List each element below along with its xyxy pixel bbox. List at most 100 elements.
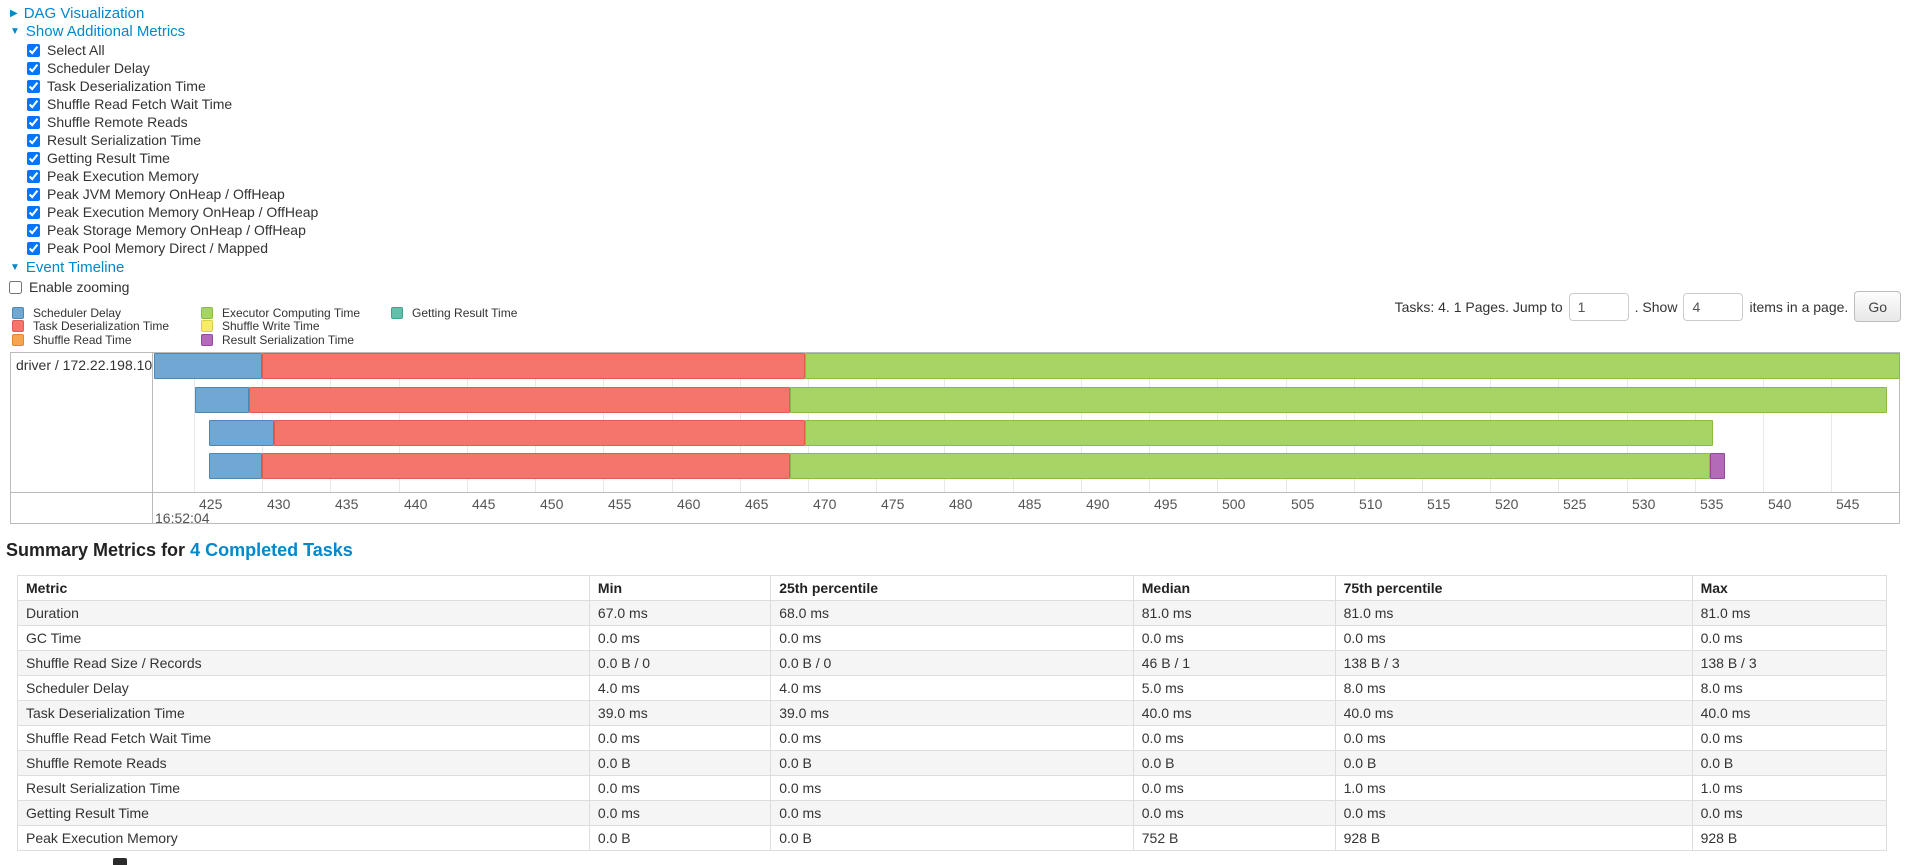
metric-value-cell: 0.0 ms <box>588 800 772 826</box>
gridline <box>194 353 195 492</box>
metric-value-cell: 0.0 ms <box>770 775 1134 801</box>
task-2-segment-task_deserialization[interactable] <box>274 420 806 446</box>
enable-zooming-label: Enable zooming <box>29 279 130 295</box>
go-button[interactable]: Go <box>1854 291 1901 322</box>
task-3-segment-task_deserialization[interactable] <box>262 453 791 479</box>
metric-checkbox-label: Scheduler Delay <box>47 60 150 76</box>
items-per-page-input[interactable] <box>1683 292 1744 321</box>
task-3-segment-result_serialization[interactable] <box>1709 453 1725 479</box>
metric-checkbox-9[interactable] <box>27 205 40 219</box>
table-row: Scheduler Delay 4.0 ms 4.0 ms 5.0 ms 8.0 ms 8… <box>17 675 1888 701</box>
axis-tick-label: 500 <box>1222 496 1246 512</box>
timeline-axis: 16:52:04 425 430 435 440 445 450 455 460 465 470 4… <box>154 492 1900 523</box>
metric-checkbox-row: Getting Result Time <box>27 149 318 167</box>
task-0-segment-scheduler_delay[interactable] <box>154 353 263 379</box>
legend-label: Executor Computing Time <box>222 305 361 320</box>
metric-value-cell: 4.0 ms <box>588 675 772 701</box>
axis-tick-label: 440 <box>404 496 428 512</box>
axis-major-label: 16:52:04 <box>155 510 210 523</box>
legend-label: Task Deserialization Time <box>33 319 170 334</box>
metric-value-cell: 0.0 ms <box>1132 725 1336 751</box>
column-header: Min <box>588 575 772 601</box>
metric-value-cell: 1.0 ms <box>1334 775 1693 801</box>
axis-tick-label: 460 <box>677 496 701 512</box>
legend-item-task_deserialization: Task Deserialization Time <box>12 319 170 334</box>
getting_result-swatch-icon <box>391 306 403 319</box>
metric-checkbox-11[interactable] <box>27 241 40 255</box>
metric-value-cell: 40.0 ms <box>1132 700 1336 726</box>
completed-tasks-link[interactable]: 4 Completed Tasks <box>190 540 353 560</box>
result_serialization-swatch-icon <box>201 333 213 346</box>
metric-value-cell: 0.0 ms <box>1691 800 1888 826</box>
metric-checkbox-2[interactable] <box>27 79 40 93</box>
column-header: 75th percentile <box>1334 575 1693 601</box>
axis-tick-label: 520 <box>1495 496 1519 512</box>
task_deserialization-swatch-icon <box>12 320 24 333</box>
legend-label: Getting Result Time <box>412 305 518 320</box>
metric-value-cell: 0.0 B / 0 <box>588 650 772 676</box>
metric-value-cell: 5.0 ms <box>1132 675 1336 701</box>
task-1-segment-scheduler_delay[interactable] <box>195 387 249 413</box>
enable-zooming-checkbox[interactable] <box>9 280 22 294</box>
metric-value-cell: 0.0 ms <box>588 775 772 801</box>
axis-tick-label: 450 <box>540 496 564 512</box>
event-timeline-toggle[interactable]: ▼ Event Timeline <box>10 259 124 276</box>
task-3-segment-scheduler_delay[interactable] <box>208 453 263 479</box>
metric-name-cell: Getting Result Time <box>17 800 590 826</box>
task-2-segment-scheduler_delay[interactable] <box>208 420 275 446</box>
task-1-segment-executor_computing[interactable] <box>790 387 1888 413</box>
metric-checkbox-5[interactable] <box>27 133 40 147</box>
task-pagination: Tasks: 4. 1 Pages. Jump to . Show items … <box>1395 291 1901 322</box>
timeline-row-label: driver / 172.22.198.104 <box>11 353 153 523</box>
metric-value-cell: 0.0 ms <box>1132 625 1336 651</box>
metric-checkbox-1[interactable] <box>27 61 40 75</box>
metric-value-cell: 1.0 ms <box>1691 775 1888 801</box>
metric-value-cell: 67.0 ms <box>588 600 772 626</box>
dag-visualization-toggle[interactable]: ▶ DAG Visualization <box>10 5 144 22</box>
metric-name-cell: Result Serialization Time <box>17 775 590 801</box>
event-timeline-label: Event Timeline <box>25 259 125 276</box>
table-row: Peak Execution Memory 0.0 B 0.0 B 752 B 928 … <box>17 825 1888 851</box>
show-text: . Show <box>1634 298 1678 315</box>
metric-checkbox-row: Peak Storage Memory OnHeap / OffHeap <box>27 221 318 239</box>
timeline-plot-area[interactable]: 16:52:04 425 430 435 440 445 450 455 460 465 470 4… <box>154 353 1900 523</box>
legend-label: Result Serialization Time <box>222 332 355 347</box>
metric-checkbox-3[interactable] <box>27 97 40 111</box>
table-row: Shuffle Read Fetch Wait Time 0.0 ms 0.0 ms… <box>17 725 1888 751</box>
jump-to-page-input[interactable] <box>1568 292 1629 321</box>
axis-tick-label: 540 <box>1768 496 1792 512</box>
metric-value-cell: 0.0 ms <box>588 625 772 651</box>
metric-checkbox-6[interactable] <box>27 151 40 165</box>
metric-value-cell: 68.0 ms <box>770 600 1134 626</box>
axis-tick-label: 510 <box>1359 496 1383 512</box>
table-row: Shuffle Read Size / Records 0.0 B / 0 0.0 … <box>17 650 1888 676</box>
chevron-down-icon: ▼ <box>10 25 20 37</box>
metric-checkbox-row: Peak Pool Memory Direct / Mapped <box>27 239 318 257</box>
task-0-segment-task_deserialization[interactable] <box>262 353 806 379</box>
metric-value-cell: 0.0 ms <box>770 800 1134 826</box>
task-1-segment-task_deserialization[interactable] <box>248 387 791 413</box>
metric-checkbox-8[interactable] <box>27 187 40 201</box>
task-0-segment-executor_computing[interactable] <box>805 353 1900 379</box>
axis-tick-label: 470 <box>813 496 837 512</box>
metric-checkbox-0[interactable] <box>27 43 40 57</box>
metric-value-cell: 928 B <box>1691 825 1888 851</box>
metric-name-cell: Shuffle Remote Reads <box>17 750 590 776</box>
metric-checkbox-4[interactable] <box>27 115 40 129</box>
gridline <box>1831 353 1832 492</box>
clipped-next-section <box>113 858 127 865</box>
metric-checkbox-10[interactable] <box>27 223 40 237</box>
task-3-segment-executor_computing[interactable] <box>790 453 1710 479</box>
metric-name-cell: Duration <box>17 600 590 626</box>
legend-item-getting_result: Getting Result Time <box>391 306 517 320</box>
axis-tick-label: 505 <box>1291 496 1315 512</box>
metric-checkbox-7[interactable] <box>27 169 40 183</box>
metric-value-cell: 0.0 B <box>770 750 1134 776</box>
task-2-segment-executor_computing[interactable] <box>805 420 1713 446</box>
show-additional-metrics-toggle[interactable]: ▼ Show Additional Metrics <box>10 23 185 40</box>
metric-value-cell: 8.0 ms <box>1691 675 1888 701</box>
event-timeline-chart[interactable]: driver / 172.22.198.104 16:52:04 425 430 4… <box>10 352 1900 524</box>
table-row: Getting Result Time 0.0 ms 0.0 ms 0.0 ms 0.0… <box>17 800 1888 826</box>
metric-checkbox-row: Shuffle Read Fetch Wait Time <box>27 95 318 113</box>
table-row: Shuffle Remote Reads 0.0 B 0.0 B 0.0 B 0.0 B… <box>17 750 1888 776</box>
